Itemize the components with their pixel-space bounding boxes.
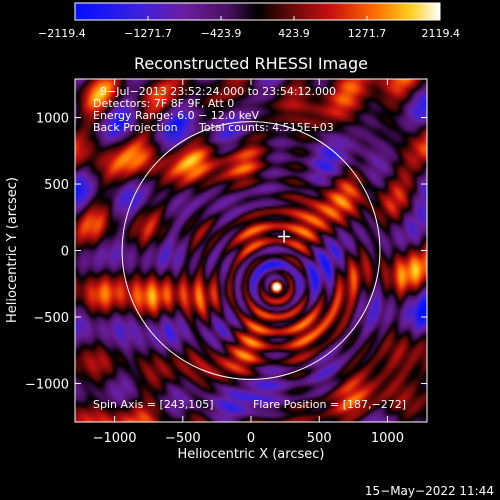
colorbar-tick-label: −423.9	[201, 27, 242, 40]
annotation-energy-range: Energy Range: 6.0 − 12.0 keV	[93, 109, 260, 122]
heatmap-image	[75, 79, 427, 422]
annotation-total-counts: Total counts: 4.515E+03	[198, 121, 334, 134]
annotation-detectors: Detectors: 7F 8F 9F, Att 0	[93, 97, 234, 110]
x-tick-label: −500	[165, 431, 201, 446]
y-tick-label: 1000	[36, 112, 69, 127]
colorbar-tick-label: 423.9	[278, 27, 310, 40]
y-tick-label: 0	[61, 245, 69, 260]
colorbar-tick-label: −1271.7	[124, 27, 172, 40]
colorbar	[74, 2, 441, 21]
chart-title: Reconstructed RHESSI Image	[134, 54, 368, 73]
y-axis: −1000 −500 0 500 1000	[25, 112, 427, 392]
y-tick-label: 500	[44, 178, 69, 193]
colorbar-tick-label: 1271.7	[348, 27, 387, 40]
x-tick-label: −1000	[93, 431, 137, 446]
annotation-time-range: 9−Jul−2013 23:52:24.000 to 23:54:12.000	[100, 85, 336, 98]
spin-axis-label: Spin Axis = [243,105]	[93, 398, 214, 411]
flare-position-label: Flare Position = [187,−272]	[253, 398, 406, 411]
x-tick-label: 500	[307, 431, 332, 446]
y-tick-label: −1000	[25, 377, 69, 392]
x-tick-label: 1000	[371, 431, 404, 446]
solar-limb-circle	[121, 121, 381, 380]
spin-axis-marker	[278, 230, 291, 243]
colorbar-tick-label: −2119.4	[38, 27, 86, 40]
x-axis-label: Heliocentric X (arcsec)	[178, 447, 325, 462]
colorbar-tick-label: 2119.4	[422, 27, 461, 40]
colorbar-ticks: −2119.4 −1271.7 −423.9 423.9 1271.7 2119.4	[38, 16, 460, 40]
x-axis: −1000 −500 0 500 1000	[93, 79, 404, 446]
y-tick-label: −500	[33, 311, 69, 326]
y-axis-label: Heliocentric Y (arcsec)	[5, 177, 20, 323]
timestamp: 15−May−2022 11:44	[365, 484, 494, 498]
x-tick-label: 0	[247, 431, 255, 446]
annotation-method: Back Projection	[93, 121, 178, 134]
